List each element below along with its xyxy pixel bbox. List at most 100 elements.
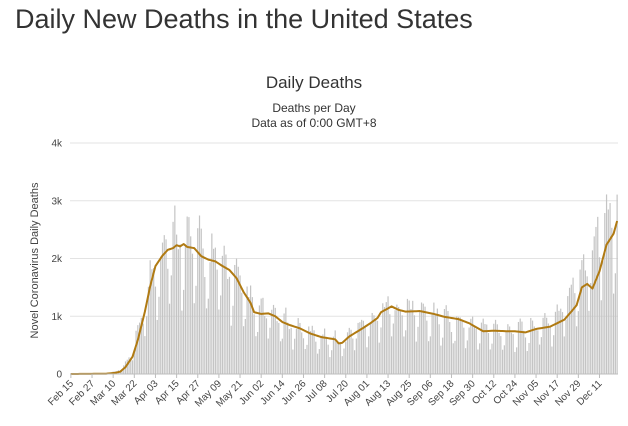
bar xyxy=(412,300,414,374)
bar xyxy=(297,318,299,374)
bar xyxy=(496,324,498,374)
bar xyxy=(147,286,150,374)
bar xyxy=(165,239,167,374)
bar xyxy=(216,269,218,374)
bar xyxy=(198,215,201,374)
bar xyxy=(227,278,229,374)
bar xyxy=(338,343,340,374)
bar xyxy=(193,303,195,374)
bar xyxy=(568,287,571,374)
bar xyxy=(369,322,372,374)
bar xyxy=(544,313,546,374)
bar xyxy=(359,322,361,374)
bar xyxy=(334,330,336,374)
bar xyxy=(401,315,403,374)
bar xyxy=(345,341,347,374)
bar xyxy=(255,336,257,374)
bar xyxy=(343,348,345,374)
bar xyxy=(149,260,151,374)
bar xyxy=(549,326,551,374)
bar xyxy=(181,310,183,374)
bar xyxy=(403,336,405,374)
bar xyxy=(600,300,602,374)
bar xyxy=(163,235,165,374)
bar xyxy=(339,342,342,374)
bar xyxy=(512,334,514,374)
bar xyxy=(214,247,216,374)
bar xyxy=(415,341,417,374)
bar xyxy=(410,309,412,374)
bar xyxy=(482,318,484,374)
bar xyxy=(514,351,516,374)
bar xyxy=(616,194,618,374)
bar xyxy=(246,286,248,374)
bar xyxy=(443,309,446,374)
bar xyxy=(442,337,444,374)
bar xyxy=(308,326,310,374)
bar xyxy=(577,311,579,374)
bar xyxy=(380,327,382,374)
bar xyxy=(597,216,599,374)
bar xyxy=(197,228,199,374)
bar xyxy=(500,336,502,374)
bar xyxy=(177,249,179,374)
bar xyxy=(267,338,269,374)
bar xyxy=(470,318,472,374)
bar xyxy=(311,325,313,374)
bar xyxy=(607,209,609,374)
bar xyxy=(195,285,197,374)
bar xyxy=(242,326,245,374)
bar xyxy=(232,305,234,374)
bar xyxy=(473,326,475,374)
bar xyxy=(440,345,442,374)
bar xyxy=(540,337,542,374)
bar xyxy=(283,313,285,374)
bar xyxy=(431,312,433,374)
bar xyxy=(325,338,327,374)
bar xyxy=(426,320,428,374)
bar xyxy=(121,369,123,374)
bar xyxy=(457,316,460,374)
bar xyxy=(188,217,190,374)
bar xyxy=(535,329,537,374)
bar xyxy=(595,226,597,374)
bar xyxy=(475,328,477,374)
bar xyxy=(292,349,294,374)
bar xyxy=(318,349,320,374)
bar xyxy=(322,334,324,374)
bar xyxy=(290,328,292,374)
bar xyxy=(537,330,539,374)
bar xyxy=(186,216,188,374)
bar xyxy=(264,315,266,374)
bar xyxy=(574,293,576,374)
bar xyxy=(461,320,463,374)
bar xyxy=(174,205,176,374)
bar xyxy=(221,255,224,374)
bar xyxy=(565,319,567,374)
bar xyxy=(146,316,148,374)
bar xyxy=(220,295,222,374)
bar xyxy=(144,336,146,374)
bar xyxy=(547,323,549,374)
bars-series xyxy=(82,194,618,374)
bar xyxy=(299,322,301,374)
bar xyxy=(406,298,409,374)
bar xyxy=(168,303,171,374)
bar xyxy=(204,277,206,374)
y-tick-label: 0 xyxy=(56,370,62,381)
bar xyxy=(524,337,527,374)
bar xyxy=(161,242,164,374)
bar xyxy=(276,321,278,374)
bar xyxy=(364,327,366,374)
page-title: Daily New Deaths in the United States xyxy=(15,4,473,34)
bar xyxy=(304,349,306,374)
bar xyxy=(598,257,601,374)
bar xyxy=(207,298,209,374)
bar xyxy=(605,194,608,374)
bar xyxy=(570,284,572,374)
bar xyxy=(179,244,181,374)
bar xyxy=(531,320,534,374)
moving-average-line xyxy=(70,220,619,375)
bar xyxy=(167,268,169,374)
